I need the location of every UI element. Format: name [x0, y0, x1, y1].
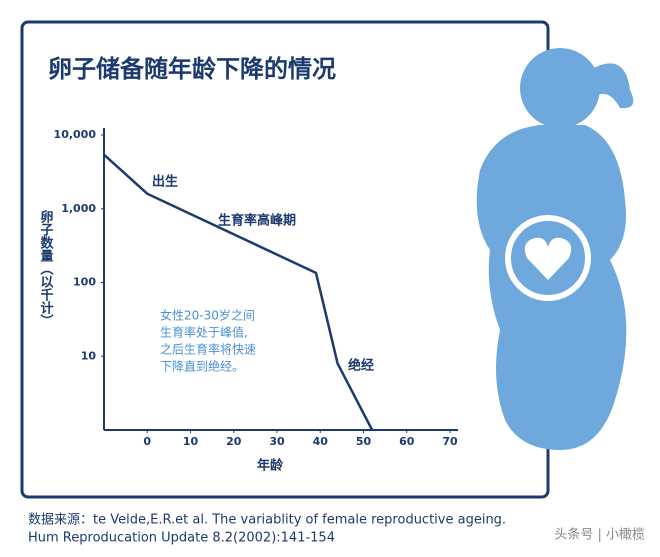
x-tick-label: 20 — [226, 435, 242, 448]
y-tick-label: 10 — [81, 349, 97, 362]
annotation: 出生 — [152, 174, 178, 190]
note-line: 下降直到绝经。 — [160, 359, 244, 374]
annotation: 生育率高峰期 — [218, 213, 296, 229]
x-tick-label: 70 — [442, 435, 458, 448]
chart-title: 卵子储备随年龄下降的情况 — [48, 55, 336, 83]
y-tick-label: 10,000 — [54, 128, 97, 141]
data-line — [103, 153, 374, 431]
note-line: 之后生育率将快速 — [160, 342, 256, 357]
watermark: 头条号 | 小橄榄 — [554, 527, 645, 543]
note-line: 女性20-30岁之间 — [160, 308, 255, 323]
x-tick-label: 10 — [183, 435, 199, 448]
x-tick-label: 40 — [313, 435, 329, 448]
x-tick-label: 60 — [399, 435, 415, 448]
y-tick-label: 100 — [73, 276, 96, 289]
x-axis-label: 年龄 — [257, 458, 284, 474]
x-tick-label: 30 — [269, 435, 285, 448]
x-tick-label: 50 — [356, 435, 372, 448]
x-tick-label: 0 — [143, 435, 151, 448]
source-line: Hum Reproducation Update 8.2(2002):141-1… — [28, 531, 335, 546]
source-line: 数据来源：te Velde,E.R.et al. The variablity … — [28, 513, 506, 528]
annotation: 绝经 — [348, 358, 374, 374]
y-axis-label: 卵子数量（以千计） — [38, 209, 55, 327]
woman-figure — [476, 48, 634, 450]
y-tick-label: 1,000 — [61, 202, 96, 215]
note-line: 生育率处于峰值, — [160, 325, 248, 340]
